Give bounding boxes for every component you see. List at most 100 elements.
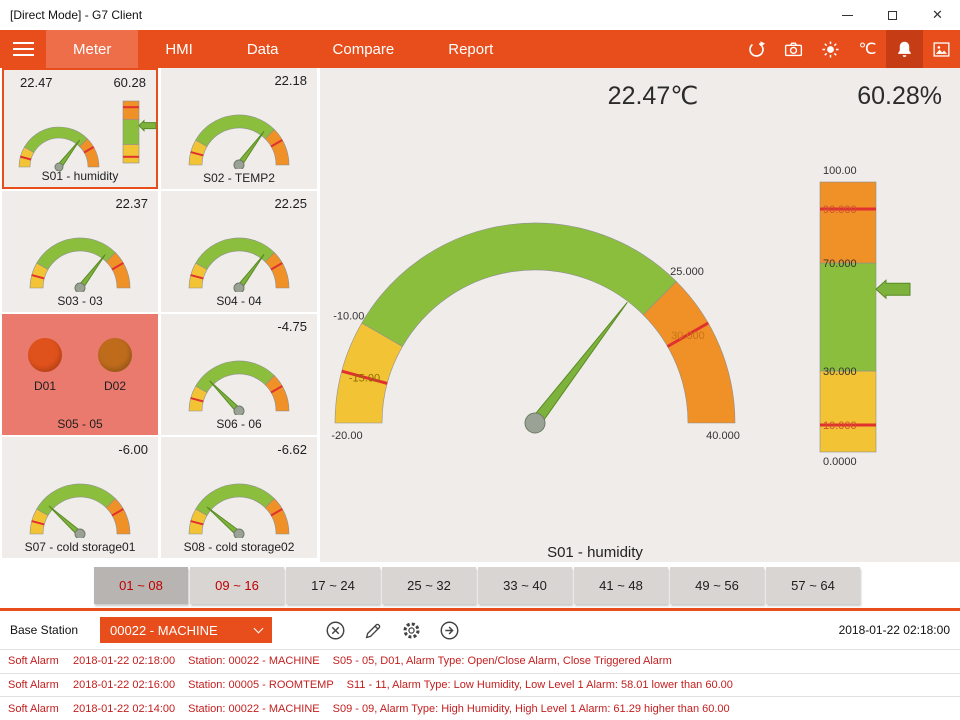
alarm-time: 2018-01-22 02:14:00 [73,702,176,715]
range-tab-25-32[interactable]: 25 ~ 32 [382,566,476,604]
titlebar: [Direct Mode] - G7 Client ✕ [0,0,960,30]
brightness-button[interactable] [812,30,849,68]
nav-tab-data[interactable]: Data [246,40,279,58]
alarm-row[interactable]: Soft Alarm 2018-01-22 02:18:00 Station: 00… [0,649,960,673]
range-tab-33-40[interactable]: 33 ~ 40 [478,566,572,604]
alarm-type: Soft Alarm [8,655,59,668]
alarm-type: Soft Alarm [8,702,59,715]
tile-gauge [188,360,290,415]
menu-button[interactable] [0,30,46,68]
gauge-band [361,222,677,347]
tile-value: -6.00 [118,442,148,457]
minimize-icon [842,14,853,16]
bar-segment [819,370,877,453]
edit-icon [365,623,381,638]
indicator-row: D01 D02 [2,314,158,393]
gauge-band [105,252,131,289]
gauge-hub [233,159,245,169]
contact-indicator-d02 [98,338,132,372]
alarm-bell-icon [898,41,911,57]
window-title: [Direct Mode] - G7 Client [10,8,143,22]
settings-icon [403,621,420,639]
nav-tab-report[interactable]: Report [448,40,494,58]
alarm-time: 2018-01-22 02:16:00 [73,679,176,691]
gauge-band [195,114,275,147]
tile-value: -4.75 [277,319,307,334]
alarm-station: Station: 00022 - MACHINE [188,702,320,715]
restore-button[interactable] [870,0,915,30]
alarm-threshold-tick [190,397,204,403]
gauge-scale-label: -15.00 [349,372,380,384]
alarm-detail: S11 - 11, Alarm Type: Low Humidity, Low … [346,679,733,691]
brightness-icon [822,40,839,58]
nav-tab-meter[interactable]: Meter [46,30,139,68]
go-button[interactable] [438,619,461,642]
range-tab-57-64[interactable]: 57 ~ 64 [766,566,860,604]
bar-pointer [138,119,157,132]
tile-gauge [188,237,290,292]
refresh-button[interactable] [738,30,775,68]
nav-tab-hmi[interactable]: HMI [165,40,193,58]
gauge-needle [529,301,628,428]
alarm-threshold-tick [83,146,95,154]
edit-button[interactable] [362,619,385,642]
gauge-hub [233,405,245,415]
camera-button[interactable] [775,30,812,68]
bar-scale-label: 10.000 [823,420,857,432]
bar-pointer [875,279,911,300]
settings-button[interactable] [400,619,423,642]
gauge-band [23,126,88,153]
gauge-hub [233,282,245,292]
gauge-band [105,498,131,535]
tile-value-secondary: 60.28 [113,75,146,90]
alarm-bell-button[interactable] [886,30,923,68]
alarm-threshold-tick [190,151,204,157]
maximize-icon [888,10,897,20]
alarm-row[interactable]: Soft Alarm 2018-01-22 02:14:00 Station: 00… [0,696,960,720]
gauge-band [264,129,290,166]
tile-label: S08 - cold storage02 [183,540,295,554]
alarm-threshold-tick [270,262,283,271]
alarm-threshold-tick [190,274,204,280]
celsius-unit: ℃ [858,41,877,58]
minimize-button[interactable] [825,0,870,30]
alarm-threshold-tick [270,385,283,394]
meter-tile-s01[interactable]: 22.47 60.28 S01 - humidity [2,68,158,189]
meter-tile-s04[interactable]: 22.25 S04 - 04 [161,191,317,312]
meter-tile-s02[interactable]: 22.18 S02 - TEMP2 [161,68,317,189]
close-button[interactable]: ✕ [932,7,943,22]
temperature-reading: 22.47℃ [608,82,699,110]
tile-label: S03 - 03 [57,294,103,308]
gauge-band [264,375,290,412]
range-tab-09-16[interactable]: 09 ~ 16 [190,566,284,604]
meter-tile-s06[interactable]: -4.75 S06 - 06 [161,314,317,435]
meter-tile-s03[interactable]: 22.37 S03 - 03 [2,191,158,312]
meter-tile-s07[interactable]: -6.00 S07 - cold storage01 [2,437,158,558]
range-tab-41-48[interactable]: 41 ~ 48 [574,566,668,604]
alarm-time: 2018-01-22 02:18:00 [73,655,176,668]
alarm-threshold-tick [111,262,124,271]
footer-toolbar: Base Station 00022 - MACHINE 2018-01-22 … [0,611,960,649]
celsius-unit-button[interactable]: ℃ [849,30,886,68]
alarm-threshold-tick [270,139,283,148]
range-tab-01-08[interactable]: 01 ~ 08 [94,566,188,604]
nav-tab-compare[interactable]: Compare [332,40,395,58]
gauge-scale-label: 40.000 [706,430,740,442]
alarm-station: Station: 00022 - MACHINE [188,655,320,668]
base-station-label: Base Station [10,623,79,637]
main-gauge-canvas: 22.47℃ 60.28% -20.00 -15.00 -10.00 25.000 30.0… [331,82,942,561]
cancel-button[interactable] [324,619,347,642]
range-tab-17-24[interactable]: 17 ~ 24 [286,566,380,604]
gauge-band [36,483,116,516]
meter-tile-s08[interactable]: -6.62 S08 - cold storage02 [161,437,317,558]
contact-indicator-d01 [28,338,62,372]
range-tab-49-56[interactable]: 49 ~ 56 [670,566,764,604]
alarm-row[interactable]: Soft Alarm 2018-01-22 02:16:00 Station: 00… [0,672,960,697]
footer-icon-group [324,619,461,642]
alarm-threshold-tick [111,508,124,517]
bar-segment [122,144,140,164]
snapshot-button[interactable] [923,30,960,68]
station-dropdown[interactable]: 00022 - MACHINE [100,617,273,643]
meter-tile-s05[interactable]: D01 D02 S05 - 05 [2,314,158,435]
alarm-threshold-tick [341,369,388,385]
